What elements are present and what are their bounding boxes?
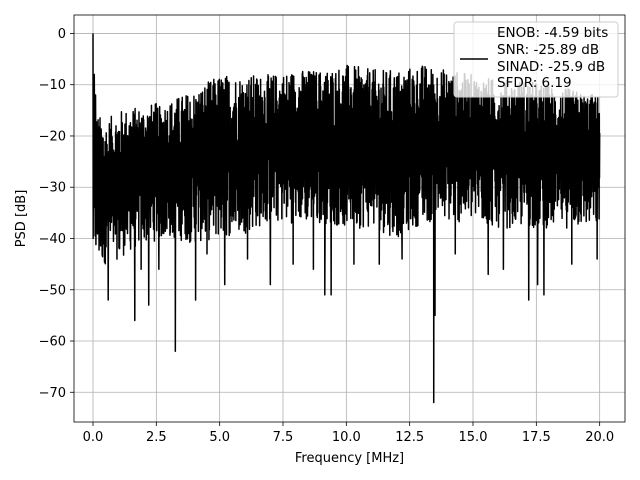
x-tick-label: 2.5: [146, 430, 167, 445]
x-tick-label: 17.5: [522, 430, 551, 445]
x-tick-label: 15.0: [459, 430, 488, 445]
x-tick-label: 20.0: [585, 430, 614, 445]
legend-box: [453, 21, 619, 98]
psd-line: [92, 33, 601, 404]
x-tick-label: 0.0: [83, 430, 104, 445]
legend-entry-sinad: SINAD: -25.9 dB: [497, 59, 605, 75]
y-tick-label: −40: [39, 232, 66, 247]
ticks: 0.0 2.5 5.0 7.5 10.0 12.5 15.0 17.5 20.0 0 −10 −20 −…: [39, 27, 615, 445]
y-tick-label: −70: [39, 386, 66, 401]
legend-entry-sfdr: SFDR: 6.19: [497, 75, 572, 91]
x-tick-label: 5.0: [209, 430, 230, 445]
y-tick-label: 0: [58, 27, 66, 42]
y-tick-label: −30: [39, 181, 66, 196]
series-psd: [92, 33, 601, 404]
y-tick-label: −10: [39, 78, 66, 93]
y-tick-label: −50: [39, 283, 66, 298]
x-axis-label: Frequency [MHz]: [295, 451, 404, 466]
legend: ENOB: -4.59 bits SNR: -25.89 dB SINAD: -…: [453, 21, 619, 98]
y-tick-label: −20: [39, 129, 66, 144]
x-tick-label: 12.5: [395, 430, 424, 445]
x-tick-label: 7.5: [273, 430, 294, 445]
y-axis-label: PSD [dB]: [14, 190, 29, 248]
legend-entry-enob: ENOB: -4.59 bits: [497, 25, 608, 41]
x-tick-label: 10.0: [332, 430, 361, 445]
plot-frame: [73, 14, 626, 423]
y-tick-label: −60: [39, 335, 66, 350]
legend-entry-snr: SNR: -25.89 dB: [497, 42, 599, 58]
